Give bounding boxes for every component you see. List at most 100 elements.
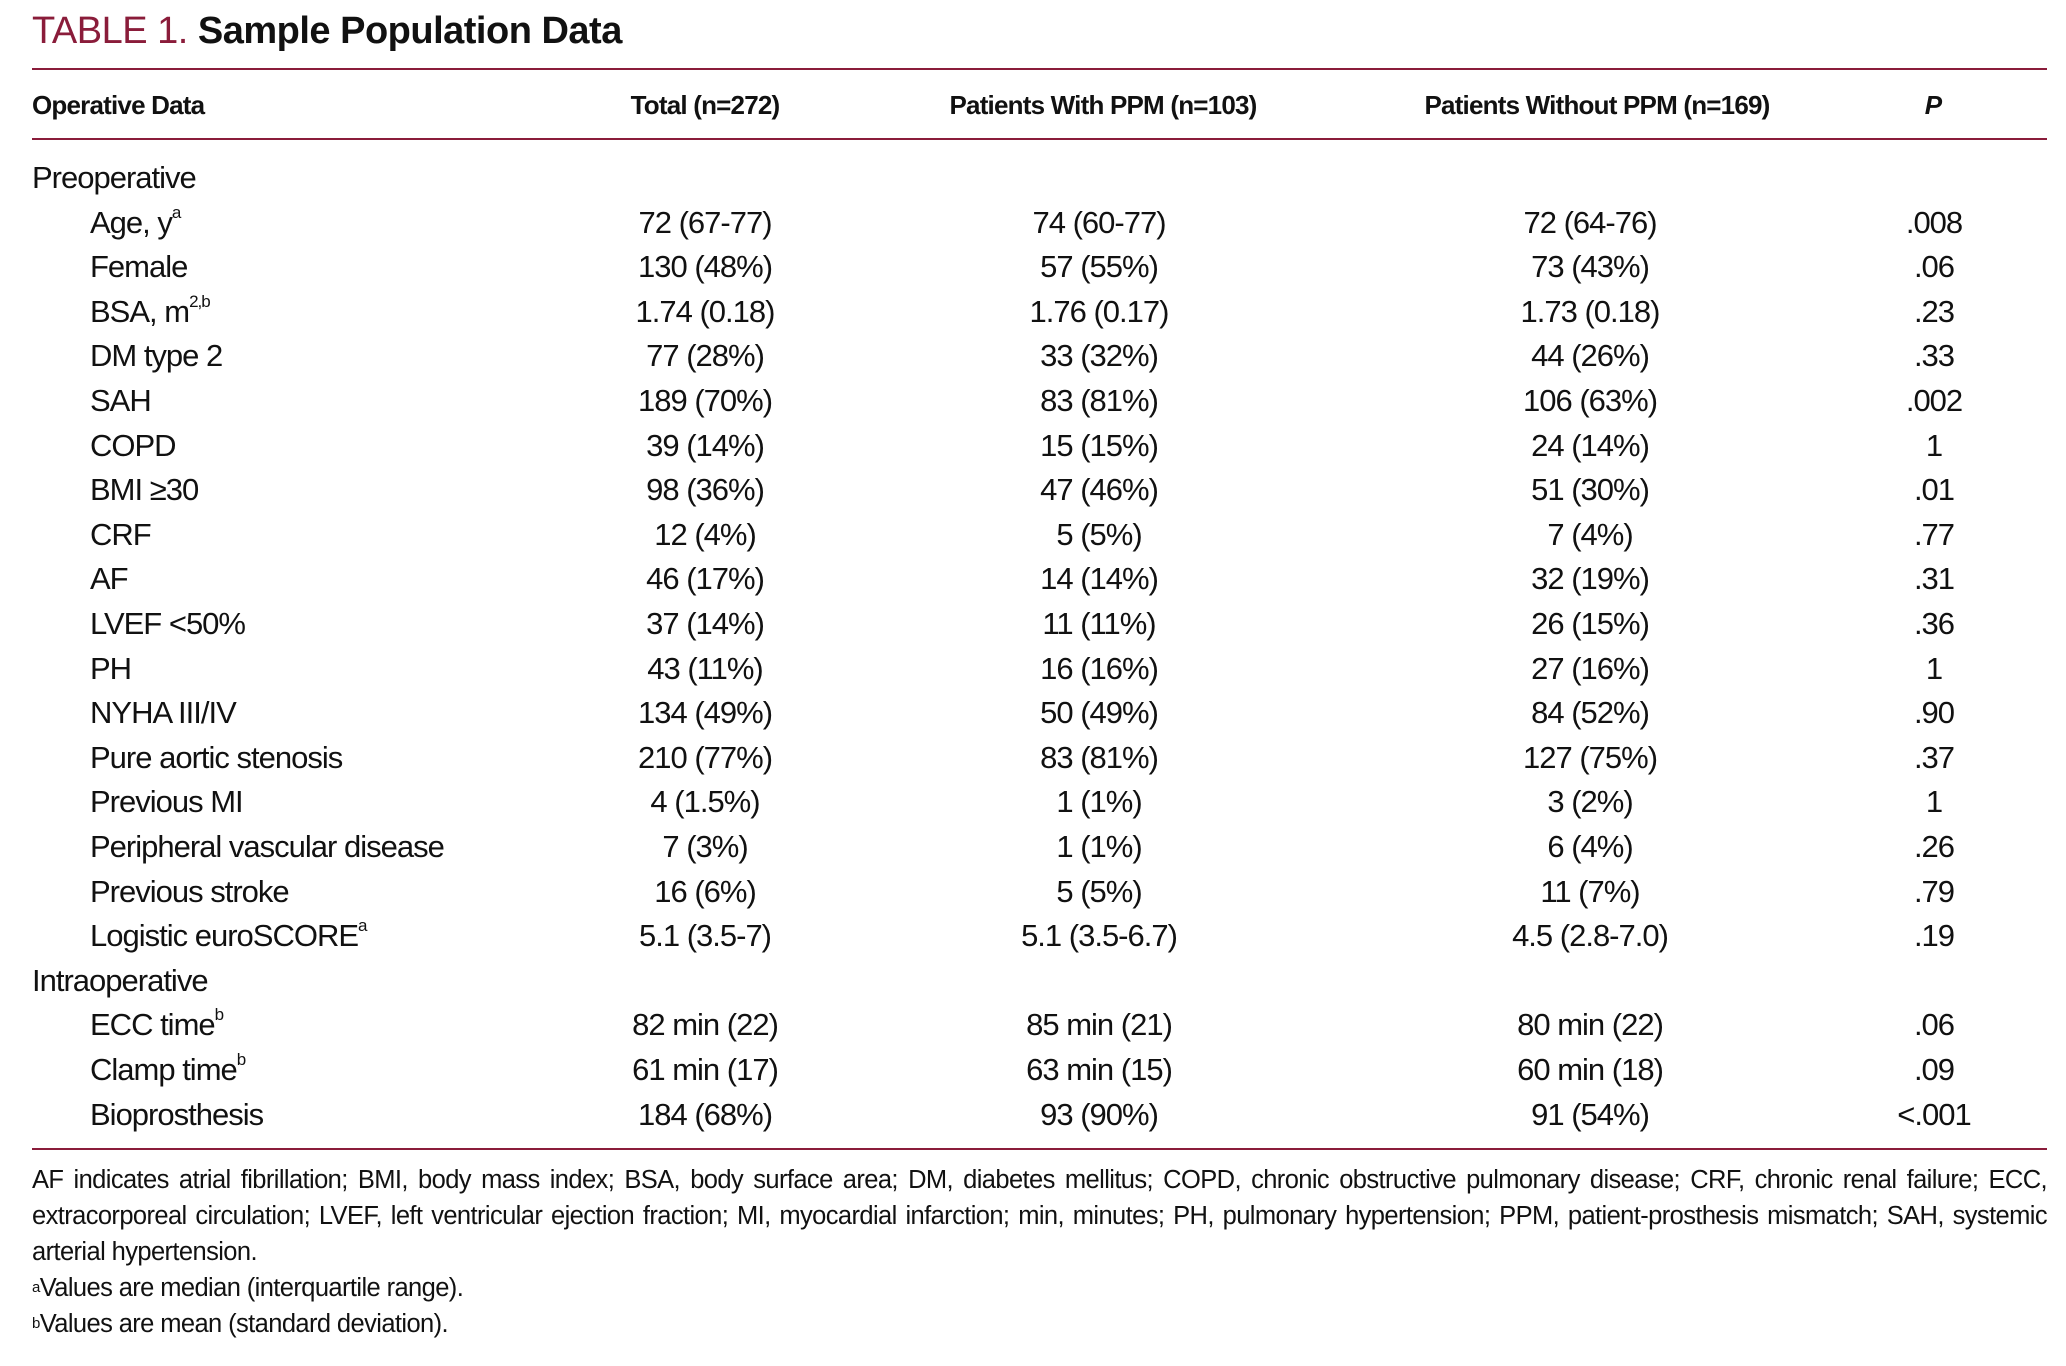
table-row: PH 43 (11%) 16 (16%) 27 (16%) 1	[0, 651, 2066, 695]
row-label: PH	[90, 650, 132, 686]
table-row: COPD 39 (14%) 15 (15%) 24 (14%) 1	[0, 428, 2066, 472]
header-without-ppm: Patients Without PPM (n=169)	[1424, 90, 1770, 120]
without-ppm-cell: 1.73 (0.18)	[1520, 293, 1661, 329]
p-value-cell: .01	[1913, 472, 1955, 508]
total-cell: 37 (14%)	[646, 606, 765, 641]
table-row: SAH 189 (70%) 83 (81%) 106 (63%) .002	[0, 383, 2066, 427]
with-ppm-cell: 85 min (21)	[1026, 1007, 1173, 1043]
with-ppm-cell: 15 (15%)	[1040, 427, 1159, 463]
p-value-cell: .06	[1913, 249, 1955, 285]
header-with-ppm: Patients With PPM (n=103)	[949, 90, 1258, 120]
without-ppm-cell: 106 (63%)	[1522, 383, 1658, 418]
total-cell: 46 (17%)	[646, 561, 765, 597]
table-row: LVEF <50% 37 (14%) 11 (11%) 26 (15%) .36	[0, 606, 2066, 650]
p-value-cell: .36	[1913, 606, 1955, 641]
bottom-rule	[32, 1148, 2047, 1150]
without-ppm-cell: 3 (2%)	[1547, 784, 1633, 820]
row-label: Bioprosthesis	[90, 1096, 264, 1132]
without-ppm-cell: 72 (64-76)	[1523, 204, 1657, 240]
total-cell: 5.1 (3.5-7)	[638, 918, 772, 954]
row-label: AF	[90, 561, 129, 597]
row-label: CRF	[90, 516, 152, 552]
total-cell: 98 (36%)	[646, 472, 765, 508]
with-ppm-cell: 5 (5%)	[1056, 873, 1142, 909]
header-p-value: P	[1924, 90, 1942, 120]
row-label: COPD	[90, 427, 177, 463]
footnote-mark: 2,b	[189, 291, 211, 311]
without-ppm-cell: 27 (16%)	[1531, 650, 1650, 686]
row-label: Age, ya	[90, 202, 182, 240]
total-cell: 4 (1.5%)	[650, 784, 760, 820]
with-ppm-cell: 1 (1%)	[1056, 784, 1142, 820]
total-cell: 210 (77%)	[637, 739, 773, 775]
footnote-a: aValues are median (interquartile range)…	[32, 1270, 2047, 1306]
table-row: DM type 2 77 (28%) 33 (32%) 44 (26%) .33	[0, 338, 2066, 382]
row-label: Clamp timeb	[90, 1050, 247, 1087]
p-value-cell: 1	[1925, 784, 1943, 820]
without-ppm-cell: 127 (75%)	[1522, 739, 1658, 775]
table-row: Age, ya 72 (67-77) 74 (60-77) 72 (64-76) .00…	[0, 202, 2066, 249]
row-label: Peripheral vascular disease	[90, 829, 445, 864]
footnote-mark: b	[214, 1005, 225, 1025]
top-rule	[32, 68, 2047, 70]
row-label: BMI ≥30	[90, 472, 199, 508]
footnote-abbreviations: AF indicates atrial fibrillation; BMI, b…	[32, 1166, 2048, 1266]
header-operative-data: Operative Data	[32, 90, 205, 120]
total-cell: 61 min (17)	[632, 1052, 779, 1087]
table-row: Previous MI 4 (1.5%) 1 (1%) 3 (2%) 1	[0, 784, 2066, 828]
row-label: Previous stroke	[90, 873, 290, 909]
row-label: BSA, m2,b	[90, 291, 211, 329]
without-ppm-cell: 7 (4%)	[1547, 516, 1633, 552]
table-row: Female 130 (48%) 57 (55%) 73 (43%) .06	[0, 249, 2066, 293]
table-row: CRF 12 (4%) 5 (5%) 7 (4%) .77	[0, 517, 2066, 561]
with-ppm-cell: 83 (81%)	[1040, 383, 1159, 418]
with-ppm-cell: 63 min (15)	[1026, 1052, 1173, 1087]
table-row: AF 46 (17%) 14 (14%) 32 (19%) .31	[0, 561, 2066, 605]
table-row: BMI ≥30 98 (36%) 47 (46%) 51 (30%) .01	[0, 472, 2066, 516]
with-ppm-cell: 5.1 (3.5-6.7)	[1021, 918, 1178, 954]
section-row: Intraoperative	[0, 963, 2066, 1007]
with-ppm-cell: 83 (81%)	[1040, 739, 1159, 775]
p-value-cell: .79	[1913, 873, 1955, 909]
table-row: BSA, m2,b 1.74 (0.18) 1.76 (0.17) 1.73 (0.1…	[0, 291, 2066, 338]
with-ppm-cell: 57 (55%)	[1040, 249, 1159, 285]
header-rule	[32, 138, 2047, 140]
total-cell: 134 (49%)	[637, 695, 773, 731]
total-cell: 184 (68%)	[637, 1096, 773, 1132]
with-ppm-cell: 33 (32%)	[1040, 338, 1159, 374]
p-value-cell: .23	[1913, 293, 1955, 329]
header-total: Total (n=272)	[630, 90, 781, 120]
table-row: ECC timeb 82 min (22) 85 min (21) 80 min (2…	[0, 1005, 2066, 1051]
p-value-cell: .37	[1913, 739, 1955, 775]
table-row: Logistic euroSCOREa 5.1 (3.5-7) 5.1 (3.5-6…	[0, 916, 2066, 962]
row-label: Previous MI	[90, 784, 244, 820]
with-ppm-cell: 50 (49%)	[1040, 695, 1159, 731]
footnote-a-mark: a	[32, 1279, 40, 1296]
with-ppm-cell: 11 (11%)	[1042, 606, 1156, 641]
without-ppm-cell: 6 (4%)	[1547, 829, 1633, 864]
without-ppm-cell: 73 (43%)	[1531, 249, 1650, 285]
without-ppm-cell: 51 (30%)	[1531, 472, 1650, 508]
with-ppm-cell: 47 (46%)	[1040, 472, 1159, 508]
table-row: Pure aortic stenosis 210 (77%) 83 (81%) 127…	[0, 740, 2066, 784]
without-ppm-cell: 26 (15%)	[1531, 606, 1650, 641]
footnote-mark: b	[236, 1050, 247, 1069]
footnote-mark: a	[171, 202, 182, 222]
without-ppm-cell: 44 (26%)	[1531, 338, 1650, 374]
total-cell: 39 (14%)	[646, 427, 765, 463]
total-cell: 77 (28%)	[646, 338, 765, 374]
without-ppm-cell: 11 (7%)	[1540, 873, 1640, 909]
footnote-b-mark: b	[32, 1315, 40, 1332]
p-value-cell: <.001	[1897, 1096, 1971, 1132]
p-value-cell: .31	[1913, 561, 1955, 597]
p-value-cell: .09	[1913, 1052, 1955, 1087]
row-label: Pure aortic stenosis	[90, 739, 343, 775]
total-cell: 1.74 (0.18)	[635, 293, 776, 329]
p-value-cell: 1	[1925, 427, 1943, 463]
total-cell: 72 (67-77)	[638, 204, 772, 240]
footnote-mark: a	[358, 916, 368, 936]
row-label: Logistic euroSCOREa	[90, 916, 368, 954]
footnote-a-text: Values are median (interquartile range).	[39, 1274, 464, 1302]
table-name: Sample Population Data	[197, 10, 622, 52]
row-label: NYHA III/IV	[90, 695, 237, 731]
